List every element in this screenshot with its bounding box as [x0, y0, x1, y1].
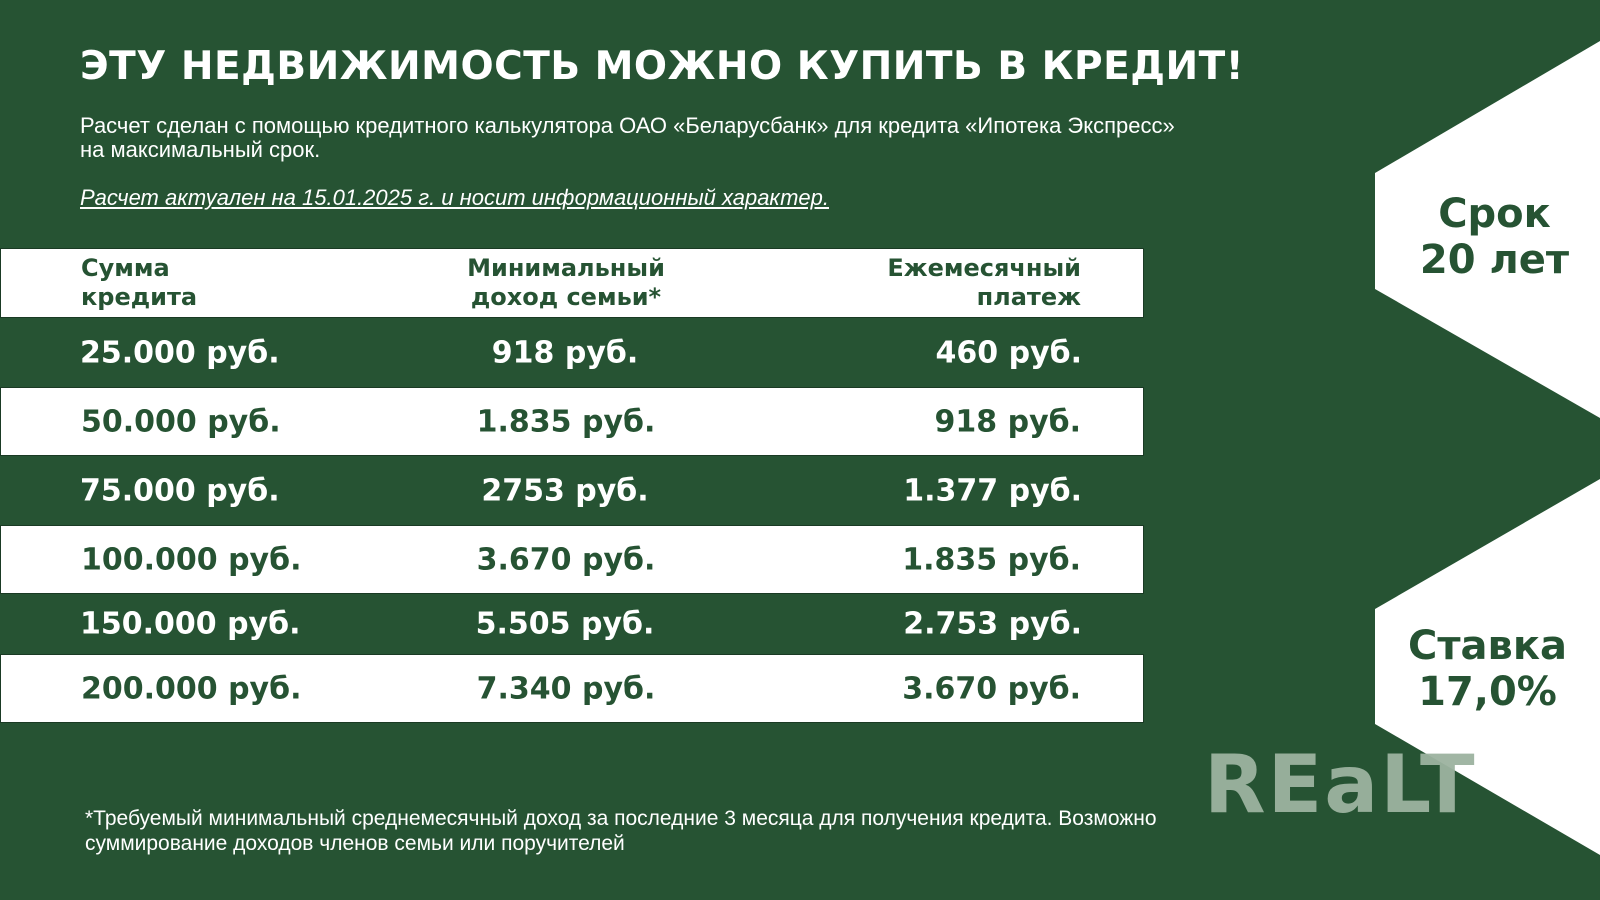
- table-header: Сумма кредита Минимальный доход семьи* Е…: [0, 248, 1144, 318]
- table-row: 50.000 руб. 1.835 руб. 918 руб.: [0, 387, 1144, 456]
- loan-table: Сумма кредита Минимальный доход семьи* Е…: [0, 248, 1144, 723]
- income-cell: 7.340 руб.: [476, 671, 656, 706]
- amount-cell: 100.000 руб.: [81, 542, 302, 577]
- term-badge: Срок 20 лет: [1419, 191, 1570, 283]
- disclaimer-note: Расчет актуален на 15.01.2025 г. и носит…: [80, 185, 829, 210]
- amount-cell: 50.000 руб.: [81, 404, 281, 439]
- amount-cell: 75.000 руб.: [80, 473, 280, 508]
- income-cell: 918 руб.: [491, 335, 639, 370]
- table-row: 75.000 руб. 2753 руб. 1.377 руб.: [0, 456, 1144, 525]
- term-badge-shape: [1375, 41, 1600, 418]
- table-row: 150.000 руб. 5.505 руб. 2.753 руб.: [0, 594, 1144, 654]
- rate-badge: Ставка 17,0%: [1408, 623, 1567, 715]
- income-cell: 5.505 руб.: [475, 606, 655, 642]
- payment-cell: 3.670 руб.: [902, 671, 1081, 706]
- table-row: 25.000 руб. 918 руб. 460 руб.: [0, 318, 1144, 387]
- payment-cell: 918 руб.: [934, 404, 1081, 439]
- income-cell: 2753 руб.: [481, 473, 649, 508]
- table-row: 100.000 руб. 3.670 руб. 1.835 руб.: [0, 525, 1144, 594]
- rate-badge-shape: [1375, 479, 1600, 855]
- payment-cell: 1.835 руб.: [902, 542, 1081, 577]
- amount-cell: 25.000 руб.: [80, 335, 280, 370]
- amount-cell: 150.000 руб.: [80, 606, 301, 642]
- payment-cell: 2.753 руб.: [903, 606, 1082, 642]
- table-row: 200.000 руб. 7.340 руб. 3.670 руб.: [0, 654, 1144, 723]
- amount-cell: 200.000 руб.: [81, 671, 302, 706]
- income-cell: 1.835 руб.: [476, 404, 656, 439]
- page-title: ЭТУ НЕДВИЖИМОСТЬ МОЖНО КУПИТЬ В КРЕДИТ!: [80, 44, 1245, 89]
- realt-logo: REaLT: [1204, 738, 1477, 831]
- payment-cell: 1.377 руб.: [903, 473, 1082, 508]
- header-amount: Сумма кредита: [81, 254, 198, 311]
- payment-cell: 460 руб.: [935, 335, 1082, 370]
- income-cell: 3.670 руб.: [476, 542, 656, 577]
- footnote: *Требуемый минимальный среднемесячный до…: [85, 807, 1157, 855]
- header-payment: Ежемесячный платеж: [887, 254, 1081, 311]
- header-income: Минимальный доход семьи*: [467, 254, 665, 311]
- subtitle: Расчет сделан с помощью кредитного кальк…: [80, 113, 1175, 162]
